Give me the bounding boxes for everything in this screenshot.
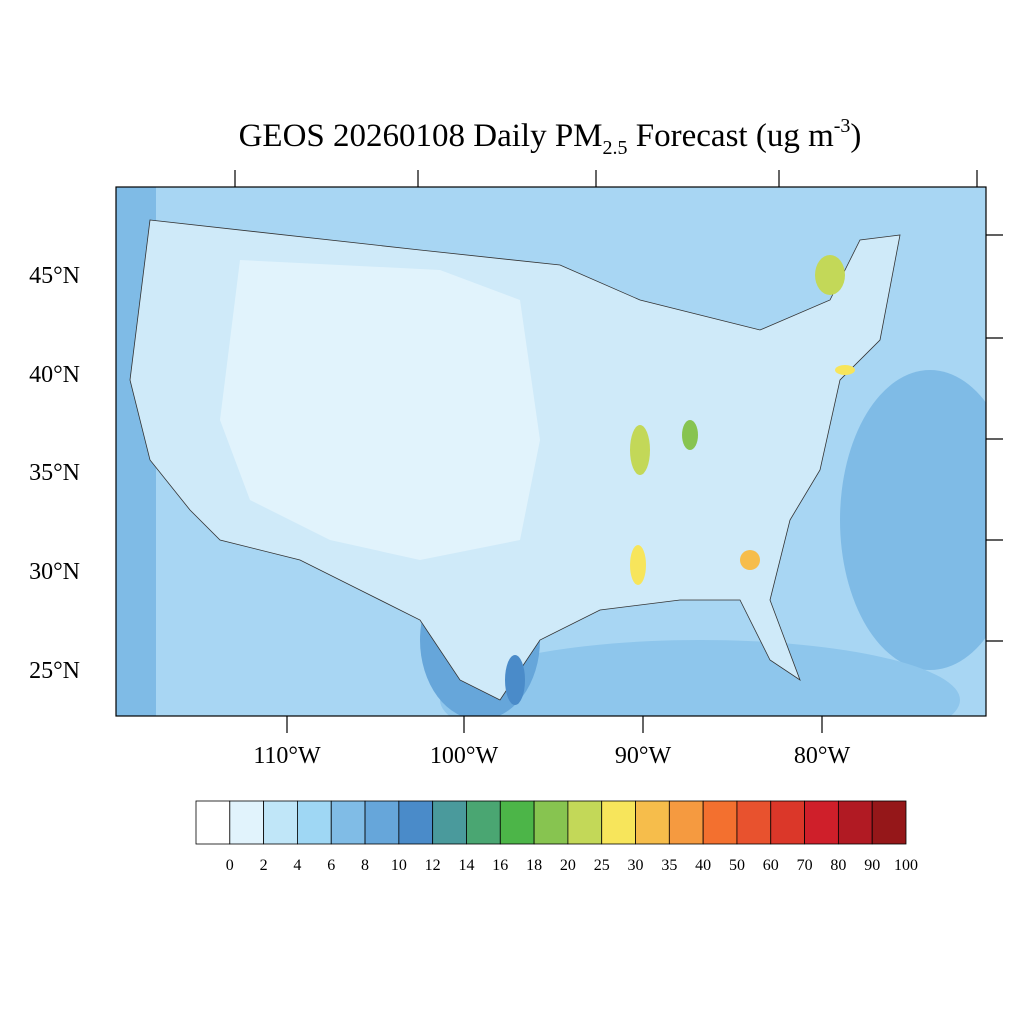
- colorbar-box: [499, 800, 535, 845]
- colorbar-label: 25: [594, 857, 610, 874]
- title-sub: 2.5: [603, 137, 628, 159]
- colorbar-label: 70: [797, 857, 813, 874]
- colorbar-label: 18: [526, 857, 542, 874]
- colorbar-box: [533, 800, 569, 845]
- colorbar-label: 60: [763, 857, 779, 874]
- colorbar-box: [195, 800, 231, 845]
- colorbar-label: 14: [458, 857, 474, 874]
- colorbar-box: [432, 800, 467, 845]
- colorbar-box: [364, 800, 400, 845]
- colorbar-box: [702, 800, 738, 845]
- colorbar-label: 40: [695, 857, 711, 874]
- colorbar-box: [804, 800, 839, 845]
- lat-label: 40°N: [29, 362, 80, 388]
- colorbar-box: [736, 800, 772, 845]
- colorbar-box: [770, 800, 805, 845]
- colorbar-box: [229, 800, 265, 845]
- lat-label: 45°N: [29, 263, 80, 289]
- colorbar-label: 30: [628, 857, 644, 874]
- lat-label: 30°N: [29, 559, 80, 585]
- colorbar-label: 8: [361, 857, 369, 874]
- colorbar-label: 50: [729, 857, 745, 874]
- title-end: ): [850, 118, 861, 154]
- colorbar-label: 6: [327, 857, 335, 874]
- map-frame: [115, 186, 987, 717]
- lon-label: 80°W: [794, 743, 851, 769]
- lon-label: 110°W: [253, 743, 321, 769]
- colorbar-label: 90: [864, 857, 880, 874]
- colorbar-box: [635, 800, 670, 845]
- map-field: [116, 187, 986, 716]
- colorbar-box: [567, 800, 603, 845]
- colorbar-label: 35: [661, 857, 677, 874]
- title: GEOS 20260108 Daily PM2.5 Forecast (ug m…: [239, 115, 862, 159]
- colorbar-label: 100: [894, 857, 918, 874]
- colorbar-box: [297, 800, 332, 845]
- colorbar-box: [668, 800, 704, 845]
- colorbar-label: 4: [293, 857, 301, 874]
- colorbar-box: [601, 800, 636, 845]
- colorbar-label: 80: [830, 857, 846, 874]
- colorbar-box: [263, 800, 298, 845]
- title-sup: -3: [834, 115, 851, 137]
- lon-label: 100°W: [430, 743, 499, 769]
- colorbar-label: 12: [425, 857, 441, 874]
- colorbar-box: [330, 800, 366, 845]
- colorbar-label: 20: [560, 857, 576, 874]
- lon-label: 90°W: [615, 743, 672, 769]
- colorbar-box: [871, 800, 907, 845]
- title-main: GEOS 20260108 Daily PM: [239, 118, 603, 154]
- colorbar-label: 2: [260, 857, 268, 874]
- lat-label: 35°N: [29, 460, 80, 486]
- title-mid: Forecast (ug m: [628, 118, 835, 154]
- colorbar-label: 10: [391, 857, 407, 874]
- colorbar-label: 0: [226, 857, 234, 874]
- colorbar-box: [466, 800, 501, 845]
- colorbar-label: 16: [492, 857, 508, 874]
- colorbar-box: [398, 800, 434, 845]
- lat-label: 25°N: [29, 658, 80, 684]
- colorbar: 0 2 4 6 8 10 12 14 16 18 20 25 30 35 40 50 60 70 80 90 100: [195, 800, 918, 874]
- frame-ticks: [234, 170, 1003, 642]
- colorbar-box: [837, 800, 873, 845]
